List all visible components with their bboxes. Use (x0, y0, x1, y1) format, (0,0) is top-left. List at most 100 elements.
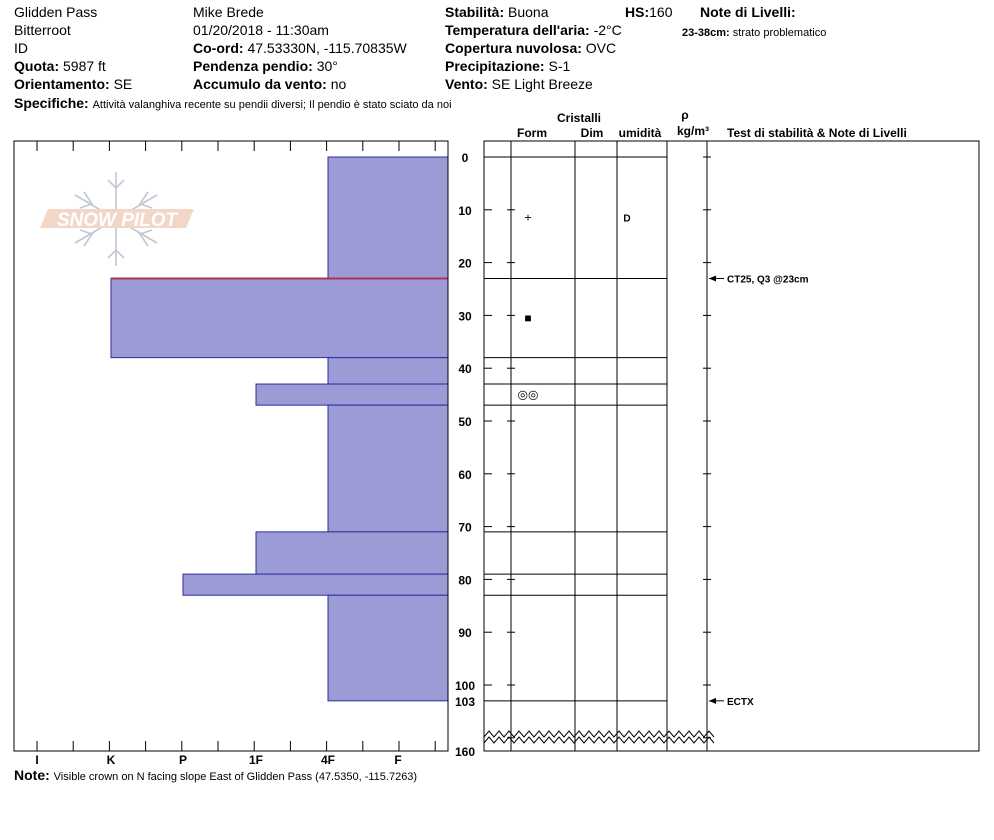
quota-value: 5987 ft (63, 58, 106, 74)
crystal-form-symbol: + (524, 211, 531, 225)
crystal-form-symbol: ■ (524, 311, 531, 325)
hardness-tick-label: 1F (249, 753, 263, 767)
note-text: Visible crown on N facing slope East of … (53, 771, 418, 783)
moisture-label: D (623, 214, 630, 225)
orient-value: SE (113, 76, 133, 92)
hardness-bar-1 (110, 277, 449, 359)
precip-value: S-1 (548, 58, 571, 74)
hardness-axis: I K P 1F 4F F (35, 141, 436, 767)
layer-note-range: 23-38cm: (682, 27, 730, 39)
precip-row: Precipitazione: S-1 (445, 58, 570, 74)
range: Bitterroot (14, 22, 71, 38)
depth-tick-label: 0 (462, 151, 469, 165)
logo-banner (40, 209, 194, 228)
coord-row: Co-ord: 47.53330N, -115.70835W (193, 40, 407, 56)
scale-break-zigzag (483, 730, 715, 738)
rho-header: ρ (681, 108, 688, 122)
observer: Mike Brede (193, 4, 264, 20)
id-label: ID (14, 40, 28, 56)
depth-label-total: 160 (455, 745, 475, 759)
logo-text: SNOW PILOT (57, 210, 179, 231)
hardness-bar-6 (182, 573, 449, 596)
layer-note-row: 23-38cm: strato problematico (682, 25, 826, 41)
depth-tick-label: 60 (458, 468, 472, 482)
specifics-text: Attività valanghiva recente su pendii di… (92, 99, 452, 111)
coord-value: 47.53330N, -115.70835W (247, 40, 407, 56)
depth-tick-label: 50 (458, 415, 472, 429)
wind-load-label: Accumulo da vento: (193, 76, 327, 92)
wind-label: Vento: (445, 76, 488, 92)
depth-tick-label: 30 (458, 309, 472, 323)
depth-tick-label: 100 (455, 679, 475, 693)
stability-tests: CT25, Q3 @23cm ECTX (709, 274, 809, 708)
test-arrow-icon (709, 275, 716, 282)
layer-note-text: strato problematico (732, 27, 827, 39)
air-temp-label: Temperatura dell'aria: (445, 22, 590, 38)
hardness-bars (110, 156, 449, 702)
cloud-row: Copertura nuvolosa: OVC (445, 40, 616, 56)
orient-row: Orientamento: SE (14, 76, 132, 92)
hardness-bar-3 (255, 383, 449, 406)
hardness-bar-2 (327, 357, 449, 385)
crystal-marks: + D ■ ◎◎ (518, 211, 631, 402)
profile-table-frame (483, 140, 980, 752)
slope-row: Pendenza pendio: 30° (193, 58, 338, 74)
wind-value: SE Light Breeze (491, 76, 593, 92)
stability-label: Stabilità: (445, 4, 505, 20)
snowpilot-logo: SNOW PILOT (40, 172, 194, 266)
hardness-bar-7 (327, 594, 449, 702)
hardness-tick-label: P (179, 753, 187, 767)
depth-tick-label: 90 (458, 626, 472, 640)
hardness-tick-label: 4F (321, 753, 335, 767)
density-unit-header: kg/m³ (677, 124, 709, 138)
hardness-tick-label: F (394, 753, 401, 767)
hs-label: HS: (625, 4, 650, 20)
specifics-row: Specifiche: Attività valanghiva recente … (14, 95, 452, 113)
wind-row: Vento: SE Light Breeze (445, 76, 593, 92)
crystal-form-symbol: ◎◎ (518, 388, 539, 402)
form-header: Form (517, 126, 547, 140)
crystals-header: Cristalli (557, 111, 601, 125)
stability-row: Stabilità: Buona (445, 4, 549, 20)
tests-header: Test di stabilità & Note di Livelli (727, 126, 907, 140)
coord-label: Co-ord: (193, 40, 244, 56)
moisture-header: umidità (619, 126, 662, 140)
hardness-bar-0 (327, 156, 449, 279)
specifics-label: Specifiche: (14, 95, 89, 111)
wind-load-row: Accumulo da vento: no (193, 76, 346, 92)
hardness-bar-4 (327, 404, 449, 533)
note-row: Note: Visible crown on N facing slope Ea… (14, 767, 417, 785)
dim-header: Dim (581, 126, 604, 140)
air-temp-value: -2°C (593, 22, 622, 38)
quota-row: Quota: 5987 ft (14, 58, 106, 74)
hardness-tick-label: K (107, 753, 116, 767)
hs-value: 160 (649, 4, 673, 20)
quota-label: Quota: (14, 58, 60, 74)
wind-load-value: no (330, 76, 347, 92)
depth-axis: 0 10 20 30 40 50 60 70 80 90 100 103 160 (447, 141, 492, 759)
depth-label-hs-bottom: 103 (455, 695, 475, 709)
stability-value: Buona (508, 4, 549, 20)
test-label: ECTX (727, 697, 754, 708)
scale-break-zigzag (483, 736, 715, 744)
location: Glidden Pass (14, 4, 98, 20)
air-temp-row: Temperatura dell'aria: -2°C (445, 22, 622, 38)
depth-tick-label: 70 (458, 521, 472, 535)
slope-label: Pendenza pendio: (193, 58, 313, 74)
hs-row: HS:160 (625, 4, 672, 20)
test-label: CT25, Q3 @23cm (727, 274, 809, 285)
depth-tick-label: 10 (458, 204, 472, 218)
datetime: 01/20/2018 - 11:30am (193, 22, 329, 38)
note-label: Note: (14, 767, 50, 783)
depth-tick-label: 40 (458, 362, 472, 376)
hardness-bar-5 (255, 531, 449, 575)
orient-label: Orientamento: (14, 76, 110, 92)
cloud-label: Copertura nuvolosa: (445, 40, 582, 56)
precip-label: Precipitazione: (445, 58, 545, 74)
depth-tick-label: 20 (458, 257, 472, 271)
test-arrow-icon (709, 697, 716, 704)
cloud-value: OVC (585, 40, 617, 56)
layer-notes-label: Note di Livelli: (700, 4, 796, 20)
depth-tick-label: 80 (458, 573, 472, 587)
profile-table (483, 141, 715, 751)
